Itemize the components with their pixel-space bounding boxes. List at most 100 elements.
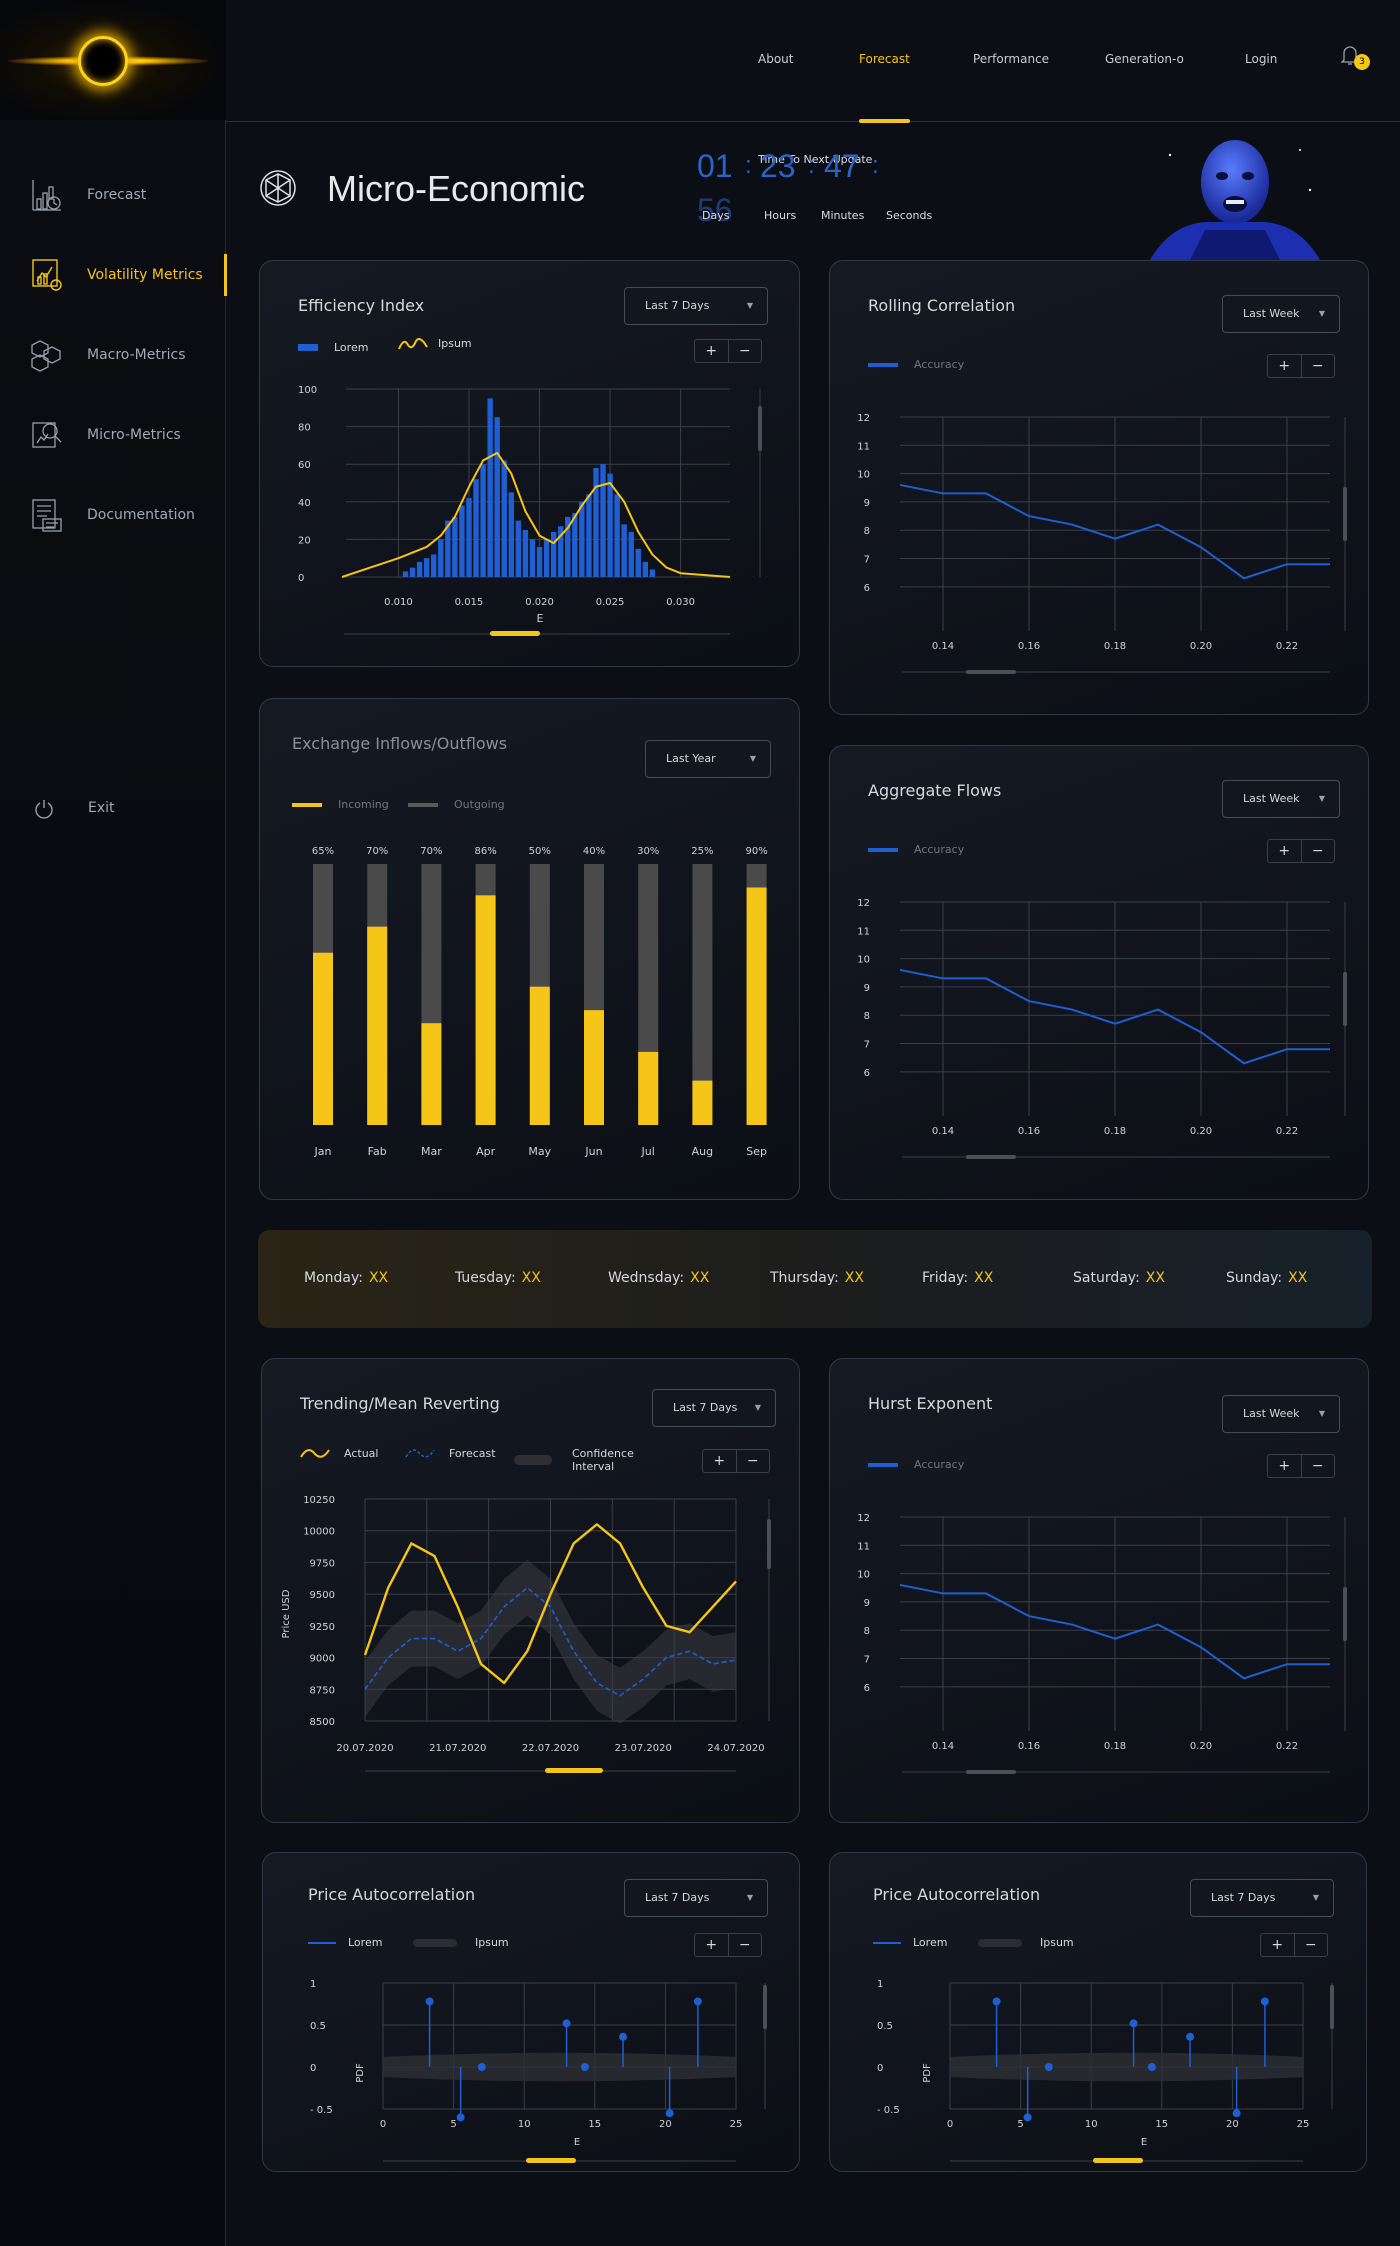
histogram-bar bbox=[557, 526, 564, 577]
x-category-label: Jun bbox=[584, 1145, 602, 1158]
y-tick-label: 11 bbox=[857, 926, 870, 937]
sidebar-item-volatility-metrics[interactable]: Volatility Metrics bbox=[0, 254, 227, 296]
incoming-bar bbox=[421, 1023, 442, 1125]
zoom-out-button[interactable]: − bbox=[1300, 1455, 1335, 1477]
dropdown-value: Last 7 Days bbox=[673, 1401, 738, 1414]
period-dropdown[interactable]: Last 7 Days ▼ bbox=[624, 287, 768, 325]
incoming-bar bbox=[746, 887, 767, 1125]
acf-point bbox=[1044, 2063, 1053, 2071]
zoom-in-button[interactable]: + bbox=[1278, 358, 1291, 374]
y-tick-label: 6 bbox=[864, 1683, 870, 1694]
nav-generation-o[interactable]: Generation-o bbox=[1105, 52, 1184, 66]
y-tick-label: 1 bbox=[310, 1979, 316, 1990]
notifications-button[interactable]: 3 bbox=[1340, 44, 1370, 70]
zoom-out-button[interactable]: − bbox=[1300, 840, 1335, 862]
x-tick-label: 0.16 bbox=[1018, 1126, 1040, 1137]
legend-accuracy: Accuracy bbox=[868, 1458, 964, 1471]
y-tick-label: 11 bbox=[857, 1541, 870, 1552]
legend-accuracy: Accuracy bbox=[868, 843, 964, 856]
weekday-summary-bar: Monday: XX Tuesday: XX Wednsday: XX Thursda… bbox=[258, 1230, 1372, 1328]
y-tick-label: 12 bbox=[857, 898, 870, 909]
histogram-bar bbox=[416, 561, 423, 577]
zoom-controls: + − bbox=[694, 1933, 762, 1957]
scrollbar-thumb bbox=[966, 1770, 1016, 1774]
zoom-in-button[interactable]: + bbox=[705, 1937, 718, 1953]
histogram-bar bbox=[536, 546, 543, 577]
autocorrelation-chart: 1 0.5 0 - 0.5 0 5 10 15 20 25 E PDF bbox=[877, 1979, 1334, 2163]
x-category-label: Jan bbox=[314, 1145, 332, 1158]
x-tick-label: 0.015 bbox=[455, 597, 484, 608]
period-dropdown[interactable]: Last Year ▼ bbox=[645, 740, 771, 778]
histogram-bar bbox=[508, 492, 515, 577]
nav-performance[interactable]: Performance bbox=[973, 52, 1050, 66]
y-tick-label: 9 bbox=[864, 1598, 870, 1609]
acf-point bbox=[1023, 2113, 1032, 2122]
documentation-icon bbox=[32, 499, 62, 532]
band-swatch-icon bbox=[514, 1455, 552, 1465]
zoom-in-button[interactable]: + bbox=[713, 1453, 726, 1469]
y-tick-label: 80 bbox=[298, 423, 311, 434]
autocorrelation-chart: 1 0.5 0 - 0.5 0 5 10 15 20 25 E PDF bbox=[310, 1979, 767, 2163]
zoom-out-button[interactable]: − bbox=[735, 1450, 770, 1472]
sidebar-item-label: Macro-Metrics bbox=[87, 347, 186, 363]
y-tick-label: 7 bbox=[864, 1655, 870, 1666]
zoom-controls: + − bbox=[702, 1449, 770, 1473]
scrollbar-thumb bbox=[526, 2158, 576, 2163]
y-tick-label: 7 bbox=[864, 555, 870, 566]
sidebar-item-forecast[interactable]: Forecast bbox=[0, 174, 226, 216]
incoming-bar bbox=[367, 926, 388, 1125]
zoom-controls: + − bbox=[694, 339, 762, 363]
rolling-correlation-chart: 12 11 10 9 8 7 6 0.14 0.16 0.18 0.20 0.22 bbox=[857, 413, 1347, 674]
legend-label: Ipsum bbox=[475, 1936, 509, 1949]
incoming-bar bbox=[638, 1051, 659, 1125]
y-tick-label: 10 bbox=[857, 1570, 870, 1581]
zoom-in-button[interactable]: + bbox=[705, 343, 718, 359]
y-tick-label: 9 bbox=[864, 983, 870, 994]
exit-button[interactable]: Exit bbox=[30, 795, 230, 825]
nav-login[interactable]: Login bbox=[1245, 52, 1278, 66]
period-dropdown[interactable]: Last 7 Days ▼ bbox=[1190, 1879, 1334, 1917]
sidebar-item-documentation[interactable]: Documentation bbox=[0, 494, 226, 536]
period-dropdown[interactable]: Last Week ▼ bbox=[1222, 780, 1340, 818]
sidebar-item-micro-metrics[interactable]: Micro-Metrics bbox=[0, 414, 226, 456]
bar-percent-label: 65% bbox=[312, 846, 334, 857]
histogram-bar bbox=[445, 520, 451, 577]
zoom-controls: + − bbox=[1260, 1933, 1328, 1957]
sidebar-item-macro-metrics[interactable]: Macro-Metrics bbox=[0, 334, 226, 376]
x-category-label: Jul bbox=[641, 1145, 655, 1158]
zoom-out-button[interactable]: − bbox=[727, 340, 762, 362]
histogram-bar bbox=[423, 558, 430, 577]
nav-forecast[interactable]: Forecast bbox=[859, 52, 910, 123]
day-item: Tuesday: XX bbox=[455, 1270, 541, 1286]
day-item: Sunday: XX bbox=[1226, 1270, 1307, 1286]
incoming-bar bbox=[584, 1010, 604, 1125]
period-dropdown[interactable]: Last Week ▼ bbox=[1222, 1395, 1340, 1433]
period-dropdown[interactable]: Last 7 Days ▼ bbox=[624, 1879, 768, 1917]
period-dropdown[interactable]: Last 7 Days ▼ bbox=[652, 1389, 776, 1427]
logo[interactable] bbox=[0, 0, 226, 120]
nav-about[interactable]: About bbox=[758, 52, 794, 66]
zoom-out-button[interactable]: − bbox=[1293, 1934, 1328, 1956]
zoom-in-button[interactable]: + bbox=[1278, 1458, 1291, 1474]
x-tick-label: 0.20 bbox=[1190, 641, 1212, 652]
exchange-flows-card: Exchange Inflows/Outflows Last Year ▼ Inc… bbox=[259, 698, 800, 1200]
zoom-out-button[interactable]: − bbox=[1300, 355, 1335, 377]
legend-outgoing: Outgoing bbox=[408, 798, 505, 811]
line-swatch-icon bbox=[868, 363, 898, 367]
period-dropdown[interactable]: Last Week ▼ bbox=[1222, 295, 1340, 333]
day-value: XX bbox=[1288, 1270, 1308, 1286]
day-label: Tuesday: bbox=[455, 1270, 516, 1286]
incoming-bar bbox=[529, 986, 550, 1125]
dropdown-value: Last 7 Days bbox=[1211, 1891, 1276, 1904]
y-tick-label: 8500 bbox=[310, 1717, 335, 1728]
timer-hours: 23 bbox=[760, 148, 796, 184]
x-tick-label: 0.16 bbox=[1018, 641, 1040, 652]
day-label: Sunday: bbox=[1226, 1270, 1283, 1286]
price-autocorrelation-card: Price Autocorrelation Last 7 Days ▼ Lorem… bbox=[829, 1852, 1367, 2172]
histogram-bar bbox=[438, 539, 444, 577]
zoom-in-button[interactable]: + bbox=[1278, 843, 1291, 859]
x-tick-label: 20.07.2020 bbox=[336, 1743, 393, 1754]
zoom-in-button[interactable]: + bbox=[1271, 1937, 1284, 1953]
zoom-out-button[interactable]: − bbox=[727, 1934, 762, 1956]
timer-days-label: Days bbox=[702, 209, 730, 222]
